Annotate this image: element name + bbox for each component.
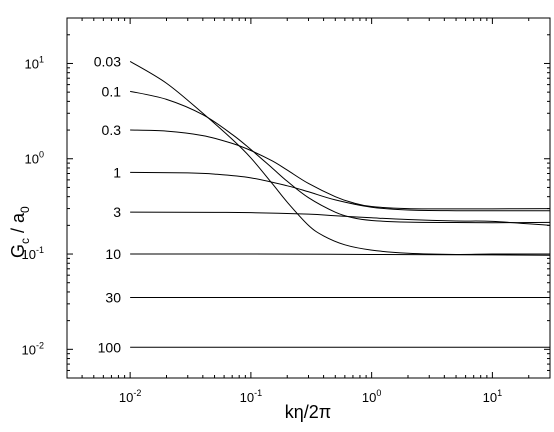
curve-label: 1 (113, 164, 121, 180)
y-tick-exp: 0 (39, 150, 44, 160)
curve-label: 0.03 (94, 53, 121, 69)
x-tick-exp: 1 (497, 388, 502, 398)
curve-1 (130, 171, 550, 212)
x-tick-label: 100 (362, 388, 381, 405)
curve-label: 30 (105, 289, 121, 305)
y-tick-exp: -2 (36, 340, 44, 350)
curve-10 (130, 253, 551, 256)
tick-marks (66, 17, 551, 379)
x-tick-label: 101 (483, 388, 502, 405)
y-tick-base: 10 (22, 247, 36, 262)
y-axis-label-main: G (8, 244, 28, 258)
y-axis-label: Gc / a0 (8, 206, 32, 258)
y-axis-label-sub2: 0 (18, 206, 32, 213)
y-tick-label: 10-2 (22, 340, 44, 357)
y-axis-label-sub: c (18, 238, 32, 244)
curve-0.3 (130, 129, 551, 210)
x-tick-base: 10 (119, 390, 133, 405)
curve-0.03 (129, 61, 551, 255)
curve-label: 10 (105, 246, 121, 262)
y-axis-label-mid: / a (8, 212, 28, 238)
y-tick-exp: 1 (39, 54, 44, 64)
x-tick-base: 10 (483, 390, 497, 405)
y-tick-base: 10 (25, 152, 39, 167)
y-tick-label: 100 (25, 150, 44, 167)
y-tick-exp: -1 (36, 245, 44, 255)
y-tick-label: 10-1 (22, 245, 44, 262)
curve-label: 0.3 (102, 122, 122, 138)
curve-label: 0.1 (102, 83, 122, 99)
x-tick-exp: -1 (254, 388, 262, 398)
y-tick-base: 10 (25, 56, 39, 71)
y-tick-label: 101 (25, 54, 44, 71)
x-tick-exp: 0 (376, 388, 381, 398)
x-tick-exp: -2 (133, 388, 141, 398)
curves (129, 61, 551, 348)
curve-label: 3 (113, 204, 121, 220)
x-tick-base: 10 (240, 390, 254, 405)
curve-labels: 0.03 0.1 0.3 1 3 10 30 100 (94, 53, 121, 355)
x-tick-label: 10-1 (240, 388, 262, 405)
x-tick-base: 10 (362, 390, 376, 405)
curve-0.1 (130, 90, 551, 224)
x-tick-label: 10-2 (119, 388, 141, 405)
curve-label: 100 (98, 339, 122, 355)
x-axis-label: kη/2π (285, 402, 331, 422)
y-tick-base: 10 (22, 342, 36, 357)
curve-3 (130, 211, 551, 226)
